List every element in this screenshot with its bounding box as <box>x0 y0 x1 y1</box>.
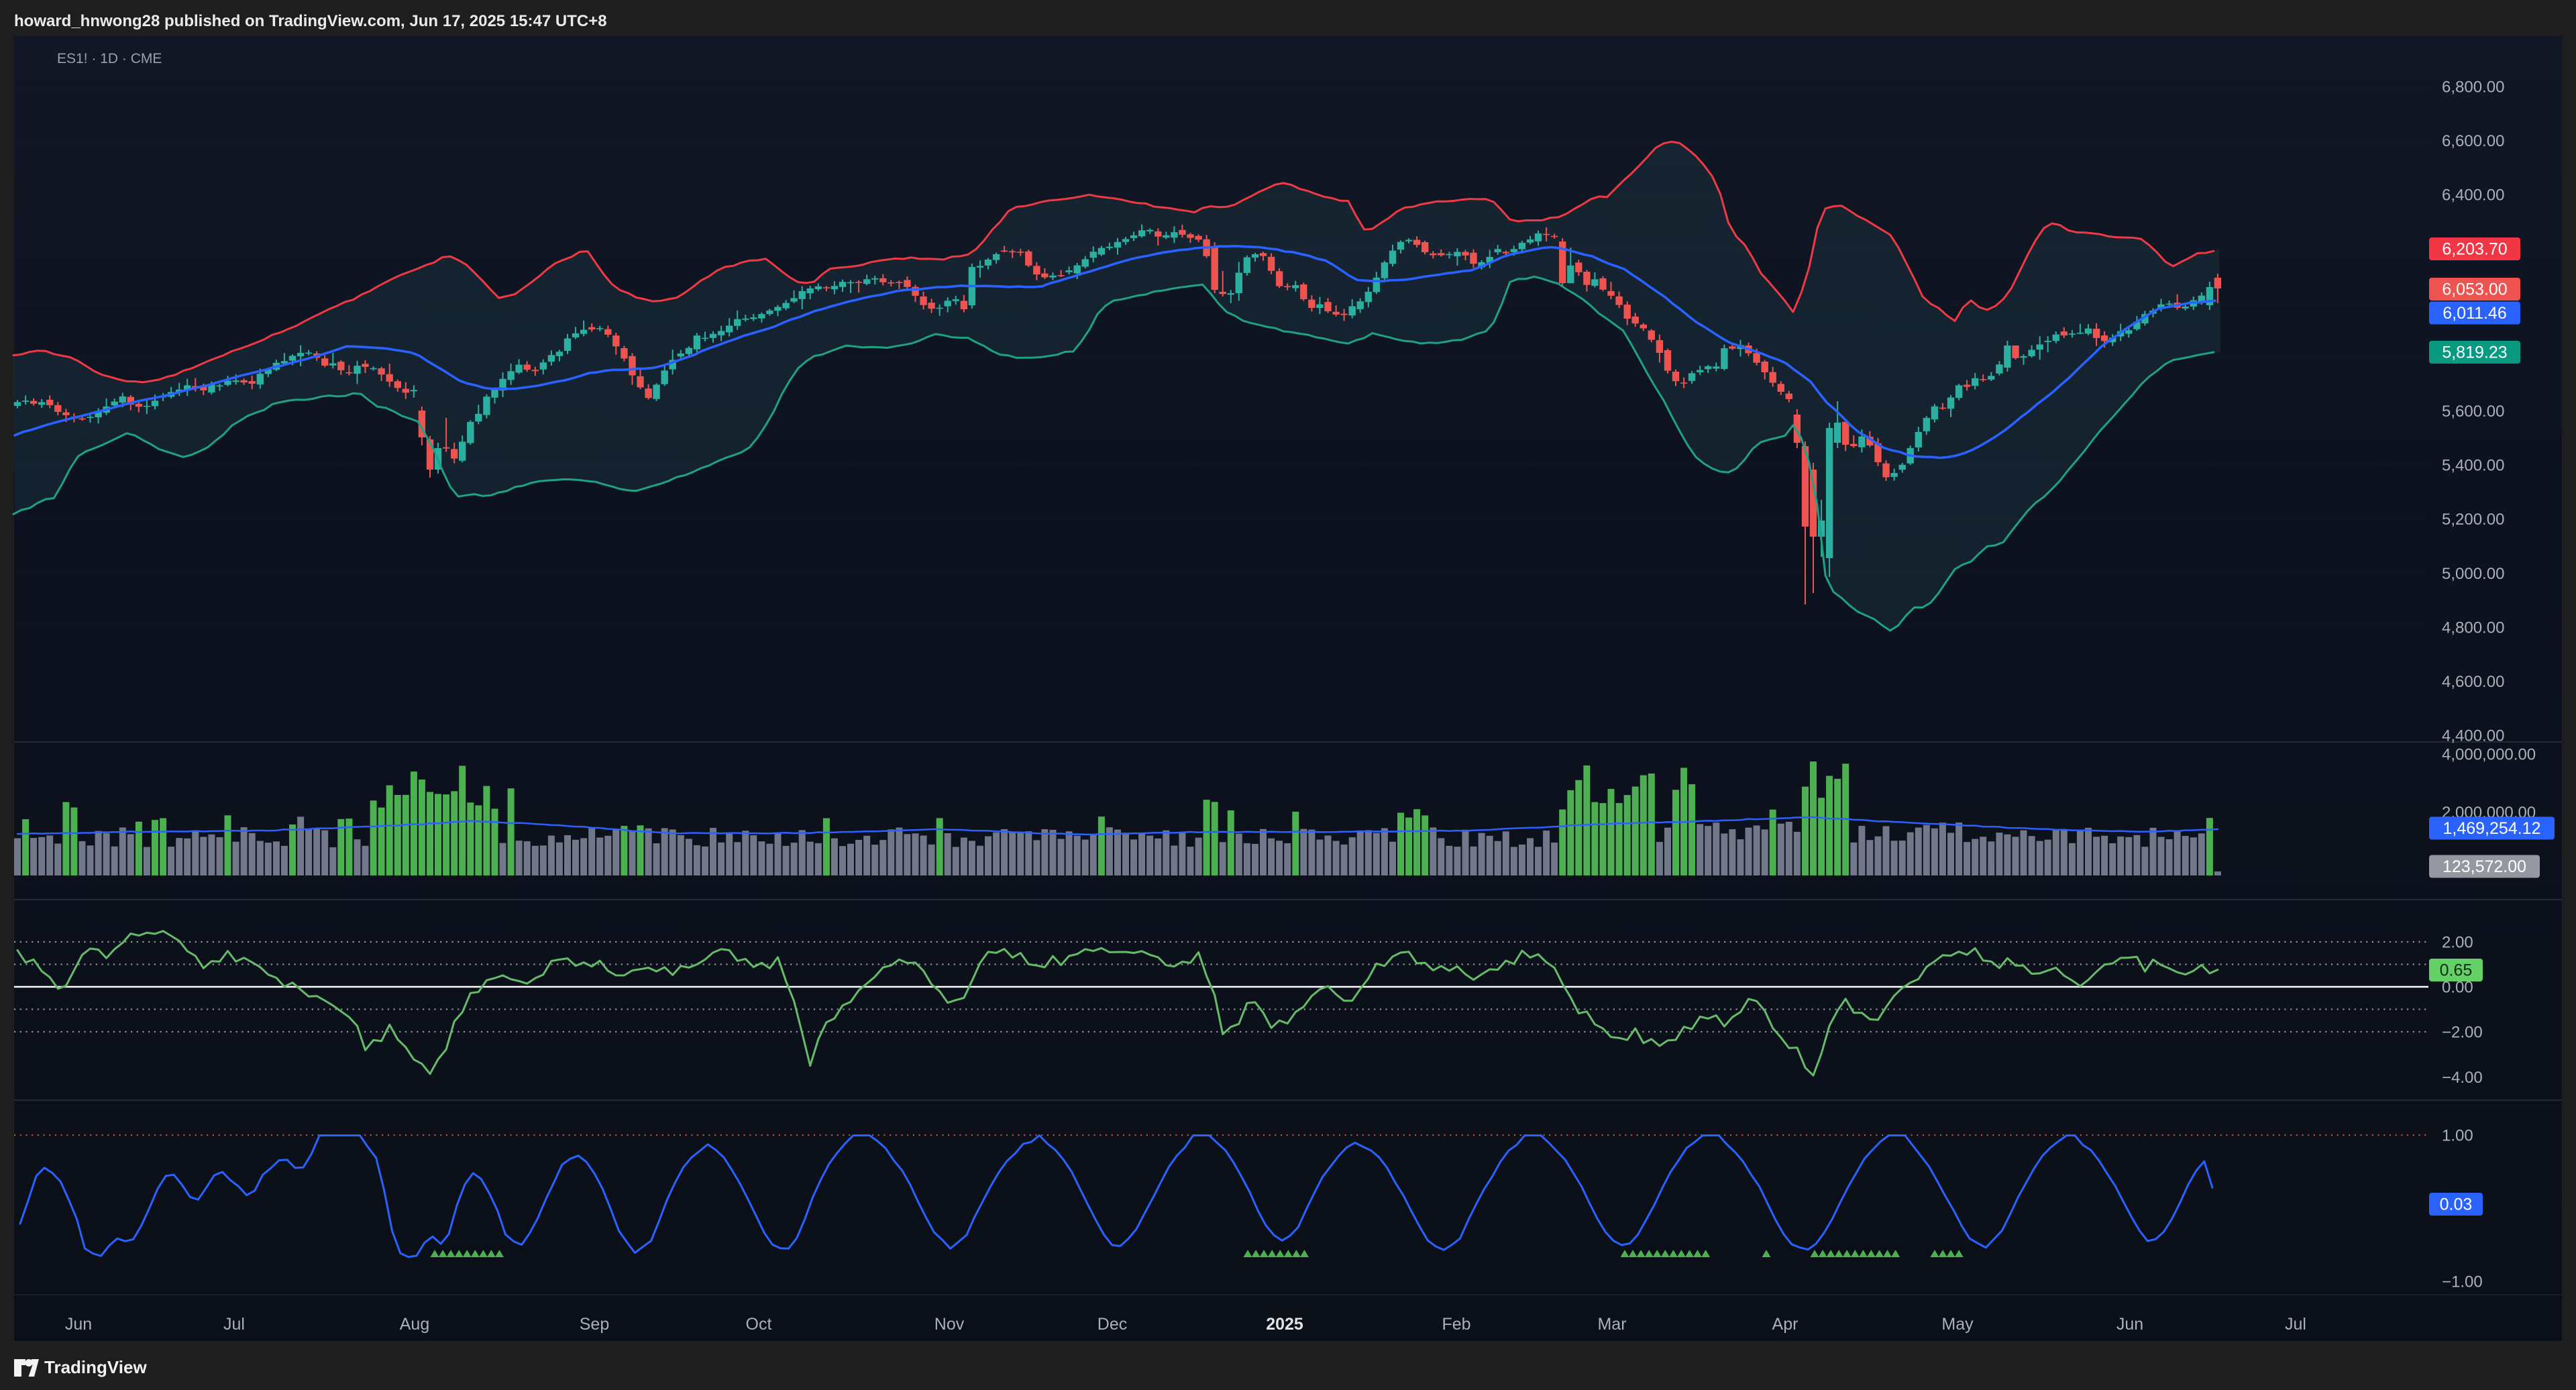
svg-text:4,000,000.00: 4,000,000.00 <box>2442 745 2536 763</box>
svg-text:Apr: Apr <box>1772 1315 1799 1334</box>
svg-text:5,600.00: 5,600.00 <box>2442 403 2504 421</box>
svg-text:1.00: 1.00 <box>2442 1126 2473 1144</box>
svg-text:6,053.00: 6,053.00 <box>2442 280 2507 299</box>
svg-text:Dec: Dec <box>1097 1315 1127 1334</box>
svg-text:123,572.00: 123,572.00 <box>2443 857 2526 876</box>
svg-text:6,600.00: 6,600.00 <box>2442 132 2504 150</box>
svg-text:6,203.70: 6,203.70 <box>2442 240 2507 259</box>
svg-text:Nov: Nov <box>934 1315 965 1334</box>
svg-text:TradingView: TradingView <box>44 1357 147 1377</box>
svg-text:howard_hnwong28 published on T: howard_hnwong28 published on TradingView… <box>14 12 607 30</box>
svg-text:Feb: Feb <box>1442 1315 1470 1334</box>
svg-text:Mar: Mar <box>1597 1315 1626 1334</box>
svg-text:May: May <box>1941 1315 1974 1334</box>
svg-text:Oct: Oct <box>746 1315 772 1334</box>
svg-text:0.65: 0.65 <box>2440 961 2473 980</box>
svg-text:ES1! · 1D · CME: ES1! · 1D · CME <box>57 51 162 66</box>
svg-text:Jul: Jul <box>223 1315 245 1334</box>
svg-text:6,400.00: 6,400.00 <box>2442 186 2504 205</box>
svg-text:4,600.00: 4,600.00 <box>2442 673 2504 691</box>
svg-text:4,400.00: 4,400.00 <box>2442 727 2504 745</box>
svg-text:0.03: 0.03 <box>2440 1195 2473 1214</box>
svg-text:Jun: Jun <box>2116 1315 2143 1334</box>
svg-text:−1.00: −1.00 <box>2442 1273 2483 1291</box>
svg-text:5,000.00: 5,000.00 <box>2442 565 2504 583</box>
svg-text:6,011.46: 6,011.46 <box>2443 304 2506 323</box>
svg-text:5,200.00: 5,200.00 <box>2442 511 2504 529</box>
svg-text:5,400.00: 5,400.00 <box>2442 457 2504 475</box>
svg-text:6,800.00: 6,800.00 <box>2442 78 2504 96</box>
svg-text:Sep: Sep <box>580 1315 609 1334</box>
svg-text:Jul: Jul <box>2285 1315 2306 1334</box>
svg-text:1,469,254.12: 1,469,254.12 <box>2443 819 2541 838</box>
svg-text:−2.00: −2.00 <box>2442 1023 2483 1041</box>
svg-text:5,819.23: 5,819.23 <box>2442 343 2507 362</box>
svg-text:2025: 2025 <box>1266 1315 1303 1334</box>
svg-text:4,800.00: 4,800.00 <box>2442 619 2504 637</box>
svg-text:Aug: Aug <box>400 1315 429 1334</box>
svg-text:−4.00: −4.00 <box>2442 1069 2483 1087</box>
svg-text:Jun: Jun <box>65 1315 92 1334</box>
svg-text:2.00: 2.00 <box>2442 933 2473 951</box>
